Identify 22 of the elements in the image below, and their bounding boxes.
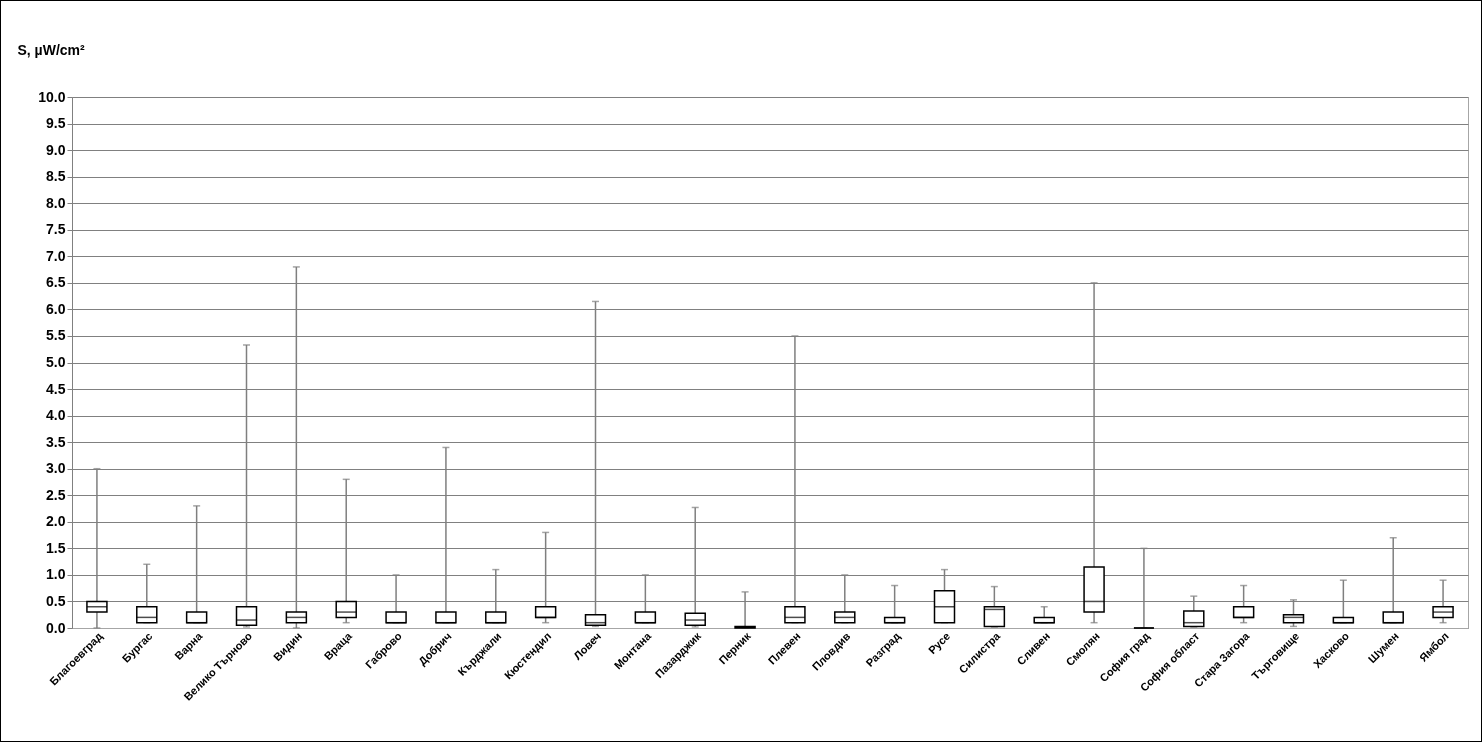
y-tick-label: 3.5	[46, 433, 66, 450]
y-tick-label: 1.0	[46, 566, 66, 583]
y-tick-label: 3.0	[46, 460, 66, 477]
y-tick-label: 5.0	[46, 354, 66, 370]
y-tick-label: 2.5	[46, 486, 66, 503]
y-tick-label: 8.0	[46, 194, 66, 211]
y-tick-label: 4.5	[46, 380, 66, 397]
y-tick-label: 0.5	[46, 592, 66, 609]
y-tick-label: 7.5	[46, 221, 66, 238]
y-tick-label: 9.5	[46, 115, 66, 132]
y-tick-label: 10.0	[38, 88, 66, 105]
y-tick-label: 6.0	[46, 300, 66, 317]
y-tick-label: 9.0	[46, 141, 66, 158]
y-tick-label: 8.5	[46, 168, 66, 185]
y-tick-label: 5.5	[46, 327, 66, 344]
y-tick-label: 2.0	[46, 513, 66, 530]
y-tick-label: 7.0	[46, 247, 66, 264]
y-tick-label: 4.0	[46, 407, 66, 424]
y-tick-label: 6.5	[46, 274, 66, 291]
y-axis-title: S, µW/cm²	[17, 41, 86, 58]
y-tick-label: 1.5	[46, 539, 66, 556]
y-tick-label: 0.0	[46, 619, 66, 636]
